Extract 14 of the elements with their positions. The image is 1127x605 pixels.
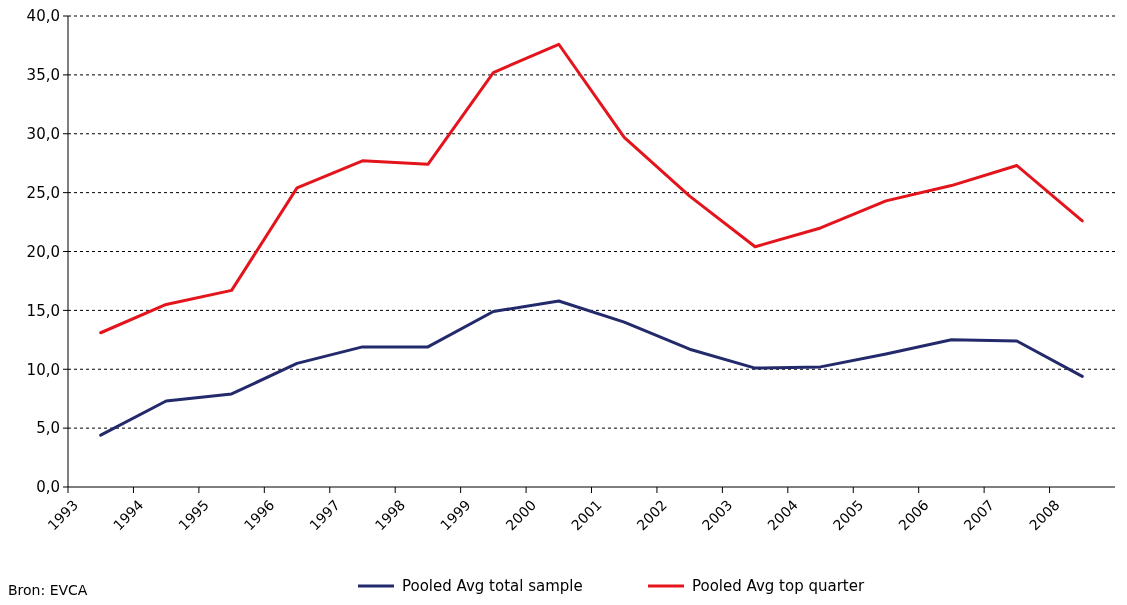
line-series: [99, 299, 1084, 437]
legend-label: Pooled Avg total sample: [402, 577, 583, 595]
y-tick-label: 40,0: [26, 7, 60, 26]
y-tick-label: 0,0: [36, 478, 60, 497]
y-tick-label: 15,0: [26, 301, 60, 320]
y-tick-label: 30,0: [26, 125, 60, 143]
text: Bron: EVCA: [8, 582, 88, 598]
y-tick-label: 35,0: [26, 66, 60, 85]
y-tick-label: 25,0: [26, 183, 60, 202]
line-series: [99, 42, 1084, 335]
y-tick-label: 20,0: [26, 242, 60, 261]
legend-label: Pooled Avg top quarter: [692, 577, 865, 595]
y-tick-label: 5,0: [36, 419, 60, 438]
y-tick-label: 10,0: [26, 360, 60, 379]
